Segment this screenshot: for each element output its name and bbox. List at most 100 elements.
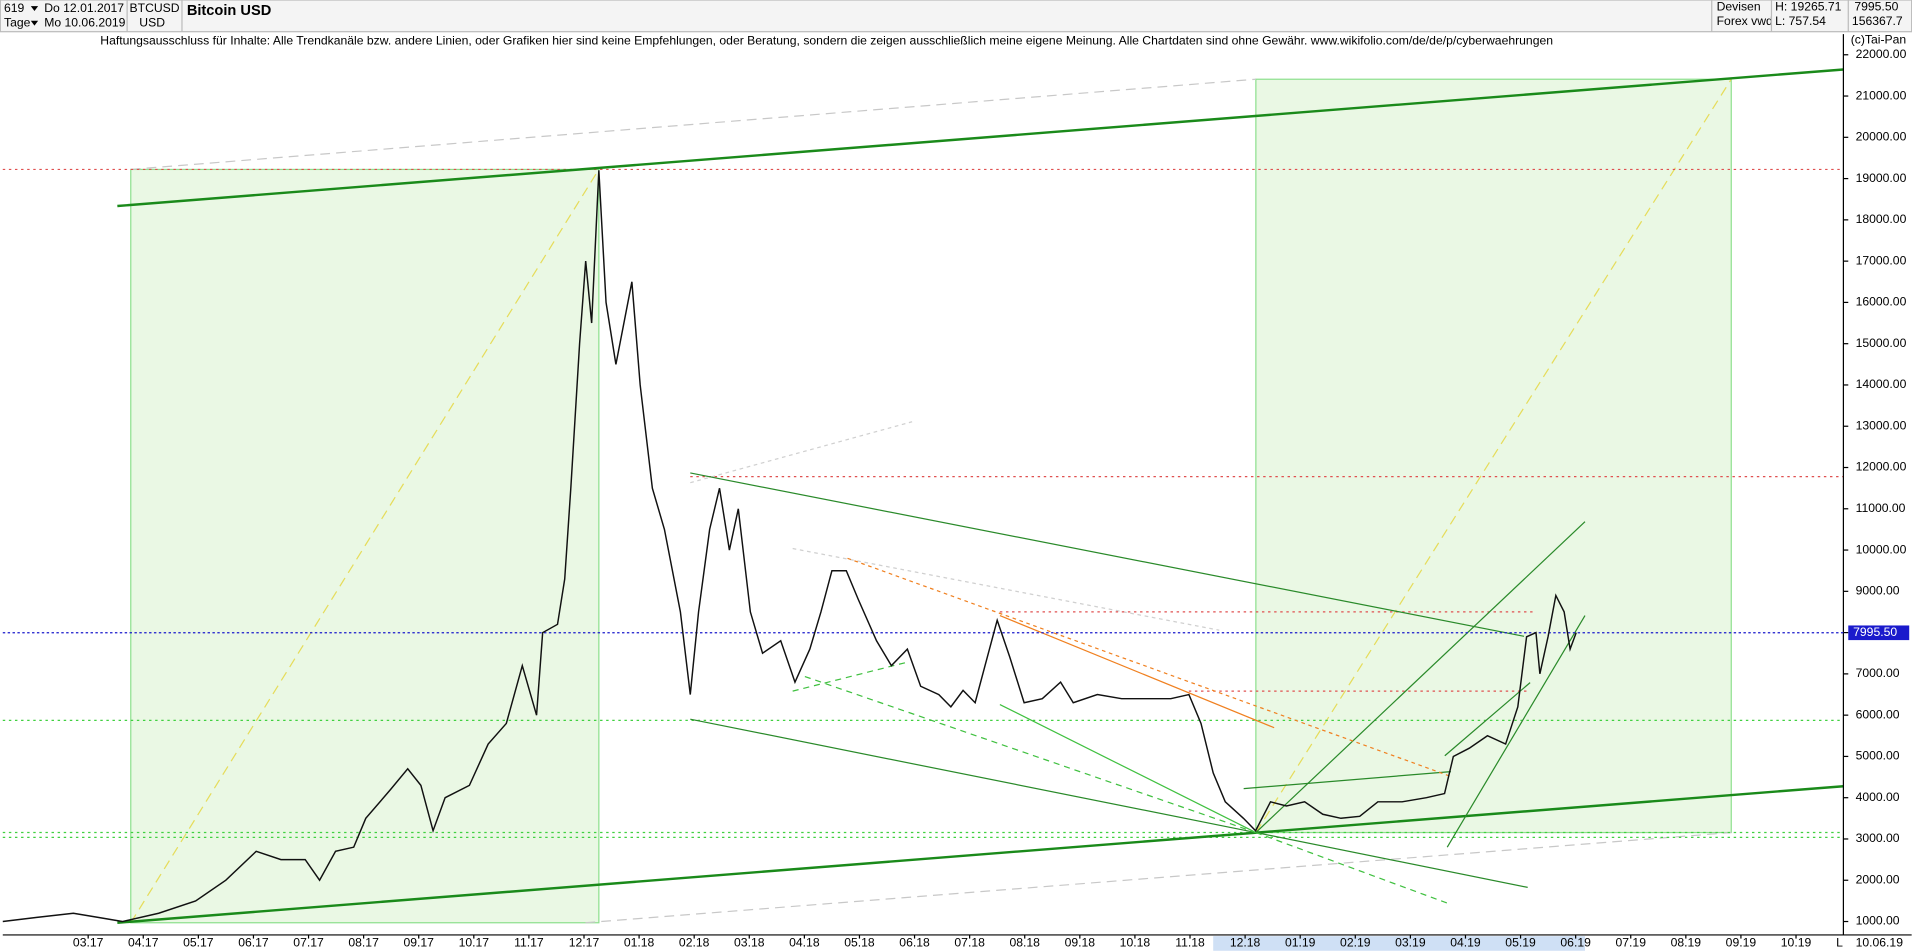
- trend-line: [1255, 521, 1586, 833]
- volume: 156367.7: [1852, 14, 1903, 28]
- y-tick-label: 9000.00: [1856, 584, 1900, 598]
- y-tick-label: 3000.00: [1856, 831, 1900, 845]
- y-tick-label: 13000.00: [1856, 418, 1907, 432]
- period[interactable]: Tage: [4, 15, 31, 29]
- x-tick-label: 01.18: [624, 936, 655, 950]
- x-tick-label: 09.18: [1065, 936, 1096, 950]
- instrument-name: Bitcoin USD: [187, 3, 271, 19]
- y-tick-label: 18000.00: [1856, 212, 1907, 226]
- source: Forex vwd: [1717, 14, 1773, 28]
- diagonal: [130, 169, 600, 924]
- x-tick-label: 07.18: [954, 936, 985, 950]
- disclaimer: Haftungsausschluss für Inhalte: Alle Tre…: [100, 34, 1553, 48]
- currency: USD: [139, 15, 165, 29]
- y-tick-label: 15000.00: [1856, 336, 1907, 350]
- trend-line: [1446, 615, 1586, 848]
- copyright: (c)Tai-Pan: [1851, 32, 1906, 46]
- y-tick-label: 2000.00: [1856, 872, 1900, 886]
- trend-line: [1444, 682, 1531, 757]
- end-date: 10.06.19: [1856, 936, 1904, 950]
- trend-line: [690, 718, 1256, 834]
- diagonal: [1255, 78, 1732, 833]
- x-tick-label: 04.18: [789, 936, 820, 950]
- high: H: 19265.71: [1775, 0, 1842, 14]
- y-tick-label: 5000.00: [1856, 749, 1900, 763]
- x-tick-label: 03.17: [73, 936, 104, 950]
- y-tick-label: 7000.00: [1856, 666, 1900, 680]
- x-tick-label: 10.19: [1781, 936, 1812, 950]
- scale-mode[interactable]: L: [1836, 936, 1843, 950]
- guide-line: [690, 421, 913, 484]
- x-tick-label: 12.18: [1230, 936, 1261, 950]
- trend-line: [1243, 770, 1451, 790]
- symbol: BTCUSD: [130, 1, 180, 15]
- last-price-box: [1848, 625, 1910, 641]
- x-tick-label: 01.19: [1285, 936, 1316, 950]
- x-tick-label: 10.17: [459, 936, 490, 950]
- x-tick-label: 02.18: [679, 936, 710, 950]
- y-tick-label: 17000.00: [1856, 253, 1907, 267]
- y-tick-label: 11000.00: [1856, 501, 1906, 515]
- last: 7995.50: [1854, 0, 1898, 14]
- trend-line: [847, 557, 1452, 778]
- y-tick-label: 14000.00: [1856, 377, 1907, 391]
- trend-line: [117, 785, 1844, 924]
- y-tick-label: 22000.00: [1856, 47, 1907, 61]
- from-date[interactable]: Do 12.01.2017: [44, 1, 124, 15]
- guide-line: [585, 831, 1732, 924]
- bar-count[interactable]: 619: [4, 1, 25, 15]
- y-tick-label: 12000.00: [1856, 460, 1907, 474]
- market: Devisen: [1717, 0, 1761, 14]
- x-tick-label: 06.17: [238, 936, 269, 950]
- to-date[interactable]: Mo 10.06.2019: [44, 15, 125, 29]
- header-bar: [0, 0, 1912, 33]
- x-tick-label: 04.19: [1450, 936, 1481, 950]
- guide-line: [792, 547, 1220, 631]
- y-tick-label: 10000.00: [1856, 542, 1907, 556]
- x-tick-label: 03.18: [734, 936, 765, 950]
- trend-line: [804, 675, 1257, 834]
- low: L: 757.54: [1775, 14, 1826, 28]
- trend-line: [1255, 831, 1528, 888]
- x-tick-label: 08.17: [348, 936, 379, 950]
- x-tick-label: 05.19: [1505, 936, 1536, 950]
- x-tick-label: 09.19: [1726, 936, 1757, 950]
- last-price-label: 7995.50: [1853, 625, 1897, 639]
- dropdown-icon[interactable]: [30, 6, 39, 11]
- drawings: [2, 68, 1844, 924]
- trend-line: [792, 661, 909, 692]
- y-tick-label: 21000.00: [1856, 88, 1907, 102]
- y-tick-label: 4000.00: [1856, 790, 1900, 804]
- trend-line: [690, 472, 1525, 637]
- x-tick-label: 05.18: [844, 936, 875, 950]
- x-tick-label: 08.19: [1671, 936, 1702, 950]
- y-tick-label: 19000.00: [1856, 171, 1907, 185]
- x-tick-label: 08.18: [1009, 936, 1040, 950]
- x-tick-label: 09.17: [403, 936, 434, 950]
- dropdown-icon[interactable]: [30, 20, 39, 26]
- price-line: [2, 170, 1577, 923]
- trend-line: [999, 615, 1275, 729]
- x-tick-label: 05.17: [183, 936, 214, 950]
- x-tick-label: 06.18: [899, 936, 930, 950]
- x-tick-label: 04.17: [128, 936, 159, 950]
- x-tick-label: 06.19: [1560, 936, 1591, 950]
- y-tick-label: 20000.00: [1856, 130, 1907, 144]
- y-tick-label: 1000.00: [1856, 914, 1900, 928]
- x-tick-label: 11.17: [514, 936, 544, 950]
- guide-line: [130, 78, 1256, 171]
- y-tick-label: 16000.00: [1856, 295, 1907, 309]
- x-tick-label: 07.17: [293, 936, 324, 950]
- x-tick-label: 12.17: [569, 936, 600, 950]
- trend-line: [999, 704, 1257, 834]
- x-tick-label: 11.18: [1175, 936, 1205, 950]
- selection-range[interactable]: [1213, 936, 1585, 951]
- x-tick-label: 10.18: [1120, 936, 1151, 950]
- x-tick-label: 07.19: [1616, 936, 1647, 950]
- y-tick-label: 6000.00: [1856, 707, 1900, 721]
- x-tick-label: 02.19: [1340, 936, 1371, 950]
- trend-line: [117, 68, 1844, 208]
- trend-line: [1255, 831, 1452, 906]
- x-tick-label: 03.19: [1395, 936, 1426, 950]
